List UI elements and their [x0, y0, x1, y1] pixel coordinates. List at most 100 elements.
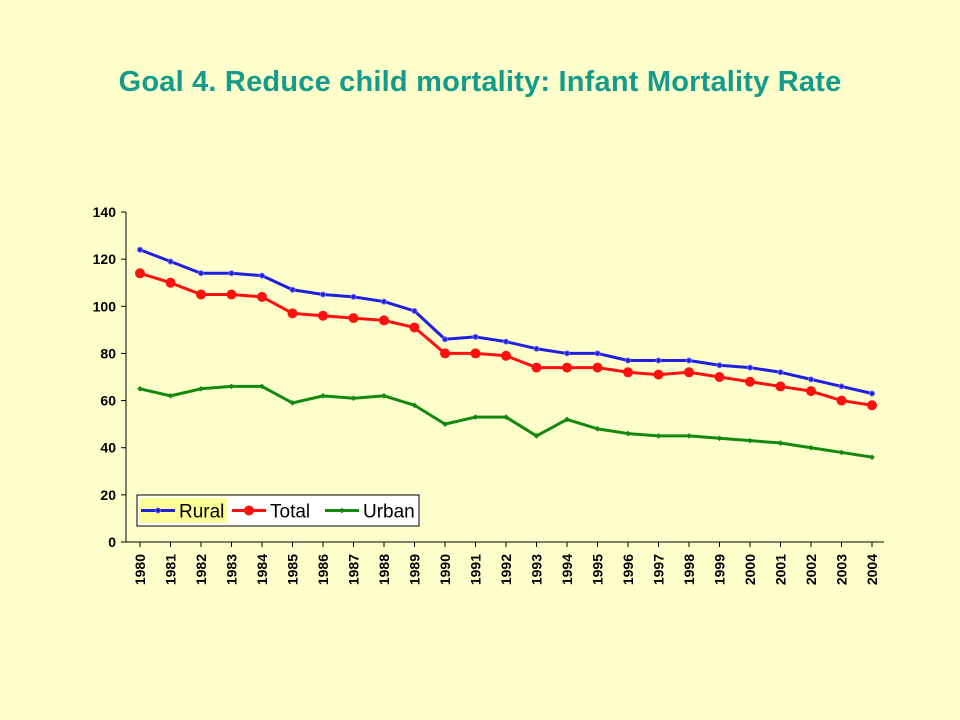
data-point-total — [470, 348, 481, 359]
data-point-urban — [716, 435, 723, 442]
legend-label-rural: Rural — [179, 502, 224, 523]
y-tick-label: 100 — [93, 298, 117, 314]
data-point-urban — [808, 444, 814, 451]
legend-label-urban: Urban — [363, 502, 415, 523]
data-point-total — [348, 313, 359, 324]
data-point-rural — [350, 293, 357, 300]
data-point-rural — [747, 364, 753, 371]
x-tick-label: 1985 — [285, 554, 301, 585]
data-point-total — [501, 350, 511, 361]
legend-label-total: Total — [270, 502, 310, 523]
data-point-urban — [564, 416, 570, 423]
data-point-rural — [198, 270, 204, 277]
data-point-rural — [137, 246, 143, 253]
data-point-rural — [503, 338, 509, 345]
x-tick-label: 1983 — [224, 554, 240, 585]
data-point-total — [623, 367, 633, 378]
data-point-urban — [411, 402, 418, 409]
x-tick-label: 1993 — [529, 554, 545, 585]
data-point-total — [745, 376, 755, 387]
y-tick-label: 140 — [93, 204, 117, 220]
slide-title: Goal 4. Reduce child mortality: Infant M… — [118, 66, 842, 98]
data-point-urban — [198, 385, 204, 392]
data-point-urban — [259, 383, 265, 390]
y-tick-label: 40 — [100, 440, 116, 456]
data-point-rural — [625, 357, 631, 364]
data-point-urban — [167, 393, 174, 399]
series-line-rural — [139, 248, 873, 395]
x-tick-label: 1982 — [193, 554, 209, 585]
data-point-urban — [289, 400, 296, 406]
data-point-total — [409, 322, 420, 333]
data-point-urban — [838, 449, 845, 456]
x-tick-label: 1990 — [437, 554, 453, 585]
data-point-urban — [625, 430, 631, 437]
data-point-total — [836, 395, 847, 406]
data-point-urban — [594, 426, 601, 432]
data-point-urban — [228, 383, 235, 390]
data-point-total — [257, 291, 267, 302]
x-tick-label: 1997 — [651, 554, 667, 585]
data-point-urban — [869, 454, 875, 460]
data-point-urban — [777, 440, 784, 446]
x-tick-label: 1980 — [132, 554, 148, 585]
legend-marker-rural — [155, 507, 161, 514]
data-point-total — [714, 372, 725, 382]
data-point-rural — [472, 333, 479, 340]
x-tick-label: 2001 — [773, 554, 789, 585]
data-point-rural — [838, 383, 845, 390]
data-point-total — [226, 289, 237, 300]
data-point-rural — [686, 357, 692, 364]
x-tick-label: 1984 — [254, 554, 270, 585]
data-point-rural — [320, 291, 326, 298]
data-point-total — [135, 268, 145, 279]
x-tick-label: 1999 — [712, 554, 728, 585]
data-point-total — [775, 381, 786, 392]
data-point-rural — [869, 390, 875, 397]
y-tick-label: 60 — [100, 393, 116, 409]
x-tick-label: 1981 — [163, 554, 179, 585]
data-point-rural — [381, 298, 387, 305]
data-point-urban — [381, 393, 387, 399]
data-point-rural — [533, 345, 540, 352]
data-point-rural — [289, 286, 296, 293]
data-point-urban — [137, 385, 143, 392]
x-tick-label: 2002 — [803, 554, 819, 585]
data-point-rural — [442, 336, 448, 343]
data-point-total — [592, 362, 603, 373]
data-point-total — [806, 386, 816, 397]
x-tick-label: 2004 — [864, 554, 880, 585]
data-point-total — [196, 289, 206, 300]
data-point-rural — [655, 357, 662, 364]
y-tick-label: 0 — [108, 534, 116, 550]
data-point-urban — [533, 433, 540, 439]
data-point-urban — [503, 414, 509, 420]
data-point-total — [440, 348, 450, 359]
data-point-rural — [564, 350, 570, 357]
legend-marker-total — [244, 505, 254, 516]
data-point-rural — [167, 258, 174, 265]
data-point-total — [867, 400, 877, 411]
x-tick-label: 1995 — [590, 554, 606, 585]
data-point-total — [684, 367, 694, 378]
x-tick-label: 1992 — [498, 554, 514, 585]
x-tick-label: 1986 — [315, 554, 331, 585]
legend-marker-urban — [339, 507, 345, 514]
series-line-urban — [139, 384, 873, 459]
data-point-rural — [716, 362, 723, 369]
data-point-rural — [411, 308, 418, 314]
data-point-rural — [594, 350, 601, 357]
data-point-urban — [655, 433, 662, 439]
data-point-total — [562, 362, 572, 373]
data-point-urban — [442, 421, 448, 427]
data-point-total — [653, 369, 664, 380]
data-point-urban — [350, 395, 357, 402]
data-point-rural — [808, 376, 814, 383]
x-tick-label: 2003 — [834, 554, 850, 585]
data-point-total — [287, 308, 298, 319]
data-point-urban — [472, 414, 479, 420]
y-tick-label: 80 — [100, 345, 116, 361]
x-tick-label: 1998 — [681, 554, 697, 585]
data-point-total — [318, 310, 328, 321]
